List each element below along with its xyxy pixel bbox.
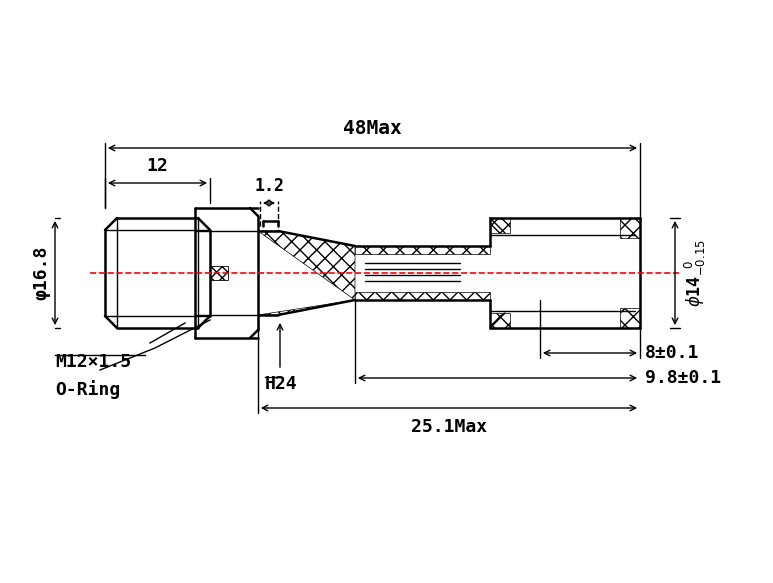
Polygon shape: [355, 292, 490, 300]
Polygon shape: [490, 218, 510, 233]
Text: 12: 12: [147, 157, 169, 175]
Text: 8±0.1: 8±0.1: [645, 344, 700, 362]
Polygon shape: [620, 218, 640, 238]
Text: φ16.8: φ16.8: [32, 246, 50, 300]
Polygon shape: [355, 246, 490, 254]
Text: H24: H24: [265, 375, 298, 393]
Text: 1.2: 1.2: [254, 177, 284, 195]
Polygon shape: [258, 231, 355, 315]
Text: M12×1.5: M12×1.5: [55, 353, 131, 371]
Text: $\phi$14$^{\ \ 0}_{-0.15}$: $\phi$14$^{\ \ 0}_{-0.15}$: [683, 239, 708, 307]
Polygon shape: [620, 308, 640, 328]
Polygon shape: [210, 266, 228, 280]
Text: 9.8±0.1: 9.8±0.1: [645, 369, 721, 387]
Text: 48Max: 48Max: [343, 119, 402, 138]
Polygon shape: [490, 313, 510, 328]
Text: O-Ring: O-Ring: [55, 380, 121, 399]
Text: 25.1Max: 25.1Max: [411, 418, 487, 436]
